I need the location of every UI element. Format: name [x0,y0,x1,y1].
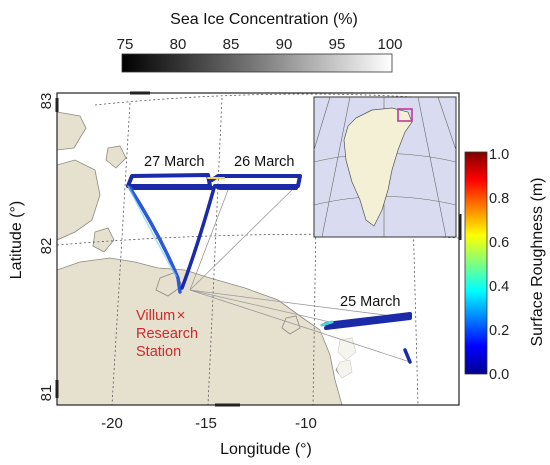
sic-colorbar-ticks: 75 80 85 90 95 100 [117,36,403,53]
track-26-march [210,174,302,190]
flight-label-25-march: 25 March [340,294,400,310]
sic-tick-label: 90 [276,36,293,53]
inset-greenland-landmass [343,107,413,227]
sea-ice-patch [320,322,459,405]
flight-route-lines [189,181,411,363]
sic-tick-label: 85 [223,36,240,53]
flight-label-27-march: 27 March [144,154,204,170]
sic-tick-label: 80 [170,36,187,53]
roughness-tick-label: 0.8 [489,191,509,207]
longitude-ticks: -20 -15 -10 [101,415,317,432]
greenland-inset-map [313,96,457,238]
roughness-tick-label: 0.6 [489,235,509,251]
sic-tick-label: 95 [329,36,346,53]
lat-tick-label: 81 [38,385,55,402]
roughness-tick-label: 0.2 [489,323,509,339]
station-label-line: Research [136,326,198,342]
station-label-line: Villum [136,308,175,324]
lat-tick-label: 82 [38,238,55,255]
roughness-tick-label: 0.0 [489,367,509,383]
track-27-march [126,173,214,190]
track-27-diagonal [128,186,182,294]
roughness-tick-label: 1.0 [489,147,509,163]
track-25-tail [403,348,412,364]
latitude-ticks: 83 82 81 [38,93,55,402]
y-axis-label: Latitude (°) [8,201,25,279]
island-east-a [281,315,301,335]
flight-tracks [126,173,412,364]
track-25-glow [320,320,334,327]
sic-tick-label: 100 [377,36,402,53]
track-26-diagonal [180,186,216,290]
lon-tick-label: -20 [101,415,123,432]
station-marker: × [177,307,186,324]
island-west-large [57,159,101,241]
station-label-line: Station [136,344,181,360]
roughness-colorbar-label: Surface Roughness (m) [529,178,546,347]
sic-colorbar-gradient [121,53,393,73]
island-west-mid [92,227,115,253]
inset-study-area-box [397,108,413,122]
sic-tick-label: 75 [117,36,134,53]
island-station [155,271,183,297]
roughness-colorbar-ticks: 1.0 0.8 0.6 0.4 0.2 0.0 [489,147,509,383]
track-25-march [324,312,412,330]
island-northwest [57,111,87,151]
frame-tick-marks [55,91,462,407]
greenland-coast-landmass [57,257,343,405]
x-axis-label: Longitude (°) [220,441,312,458]
roughness-tick-label: 0.4 [489,279,509,295]
lon-tick-label: -10 [295,415,317,432]
roughness-colorbar-gradient [464,151,488,375]
flight-label-26-march: 26 March [234,154,294,170]
lat-tick-label: 83 [38,93,55,110]
map-frame-border [56,92,460,406]
station-label: Villum Research Station [136,308,198,360]
island-small [105,145,127,169]
sic-colorbar-title: Sea Ice Concentration (%) [170,11,358,28]
track-27-glow [127,185,177,277]
lon-tick-label: -15 [195,415,217,432]
